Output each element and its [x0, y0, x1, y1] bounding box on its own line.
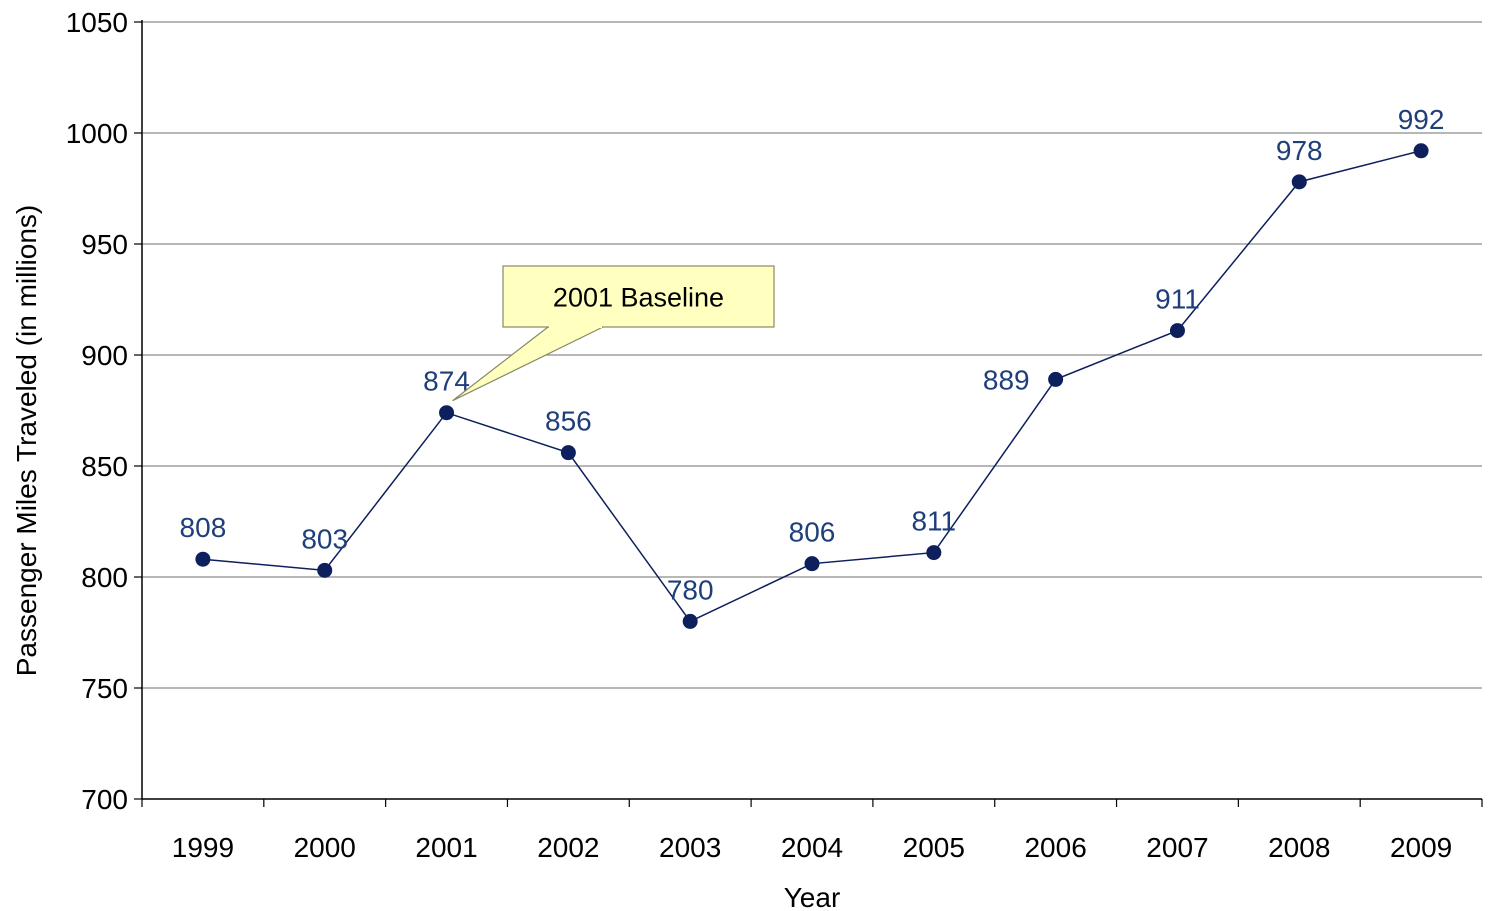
- y-tick-label: 900: [81, 340, 128, 371]
- x-tick-label: 2007: [1146, 832, 1208, 863]
- data-label: 803: [301, 523, 348, 554]
- data-label: 911: [1155, 284, 1200, 315]
- baseline-callout: 2001 Baseline: [452, 265, 775, 402]
- data-label: 992: [1398, 104, 1445, 135]
- data-labels: 808 803 874 856 780 806 811 889 911 978 992: [180, 104, 1445, 606]
- data-point: [195, 551, 211, 567]
- data-point: [439, 405, 455, 421]
- y-tick-labels: 700 750 800 850 900 950 1000 1050: [66, 7, 128, 815]
- y-tick-label: 750: [81, 673, 128, 704]
- x-tick-label: 2005: [903, 832, 965, 863]
- x-tick-label: 2002: [537, 832, 599, 863]
- gridlines: [142, 21, 1482, 689]
- y-tick-label: 950: [81, 229, 128, 260]
- x-tick-label: 2001: [415, 832, 477, 863]
- data-label: 780: [667, 574, 714, 605]
- x-tick-label: 2008: [1268, 832, 1330, 863]
- data-point: [1413, 143, 1429, 159]
- y-tick-label: 700: [81, 784, 128, 815]
- x-tick-label: 2006: [1024, 832, 1086, 863]
- data-point: [682, 613, 698, 629]
- callout-box: [502, 265, 775, 328]
- callout-pointer: [452, 326, 604, 402]
- y-tick-label: 1050: [66, 7, 128, 38]
- x-tick-label: 2009: [1390, 832, 1452, 863]
- y-tick-label: 1000: [66, 118, 128, 149]
- data-point: [804, 556, 820, 572]
- y-tick-label: 800: [81, 562, 128, 593]
- x-tick-label: 2003: [659, 832, 721, 863]
- axes: [134, 20, 1483, 807]
- data-point: [1169, 323, 1185, 339]
- x-tick-label: 2004: [781, 832, 843, 863]
- y-tick-label: 850: [81, 451, 128, 482]
- data-label: 874: [423, 366, 470, 397]
- data-point: [317, 562, 333, 578]
- data-label: 889: [983, 364, 1030, 395]
- x-tick-label: 1999: [172, 832, 234, 863]
- data-label: 806: [789, 517, 836, 548]
- x-tick-labels: 1999 2000 2001 2002 2003 2004 2005 2006 2007 2008…: [172, 832, 1452, 863]
- data-series: [195, 143, 1429, 629]
- callout-label: 2001 Baseline: [553, 283, 724, 313]
- data-point: [560, 445, 576, 461]
- y-axis-title: Passenger Miles Traveled (in millions): [11, 205, 42, 677]
- data-label: 811: [911, 506, 956, 537]
- x-tick-label: 2000: [294, 832, 356, 863]
- data-label: 978: [1276, 135, 1323, 166]
- data-point: [1291, 174, 1307, 190]
- x-axis-title: Year: [784, 882, 841, 911]
- series-line: [202, 150, 1422, 623]
- data-label: 856: [545, 406, 592, 437]
- data-point: [1048, 371, 1064, 387]
- data-point: [926, 545, 942, 561]
- data-label: 808: [180, 512, 227, 543]
